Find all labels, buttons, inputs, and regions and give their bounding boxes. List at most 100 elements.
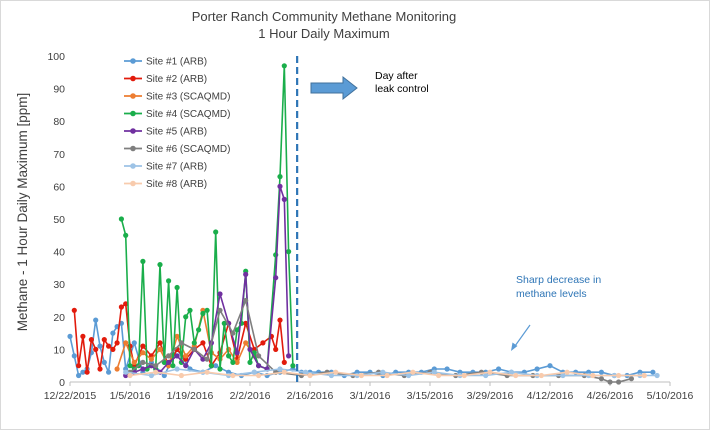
series-1-point <box>93 317 99 323</box>
series-2-point <box>93 346 99 352</box>
series-2-point <box>80 333 86 339</box>
series-4-point <box>204 307 210 313</box>
series-8-point <box>410 369 416 375</box>
legend-swatch-marker <box>130 58 136 64</box>
x-tick-label: 4/26/2016 <box>587 390 634 402</box>
series-8-point <box>513 372 519 379</box>
arrow-head-icon <box>511 342 518 351</box>
series-2-point <box>76 363 82 369</box>
x-tick-label: 4/12/2016 <box>527 390 574 402</box>
legend-swatch-marker <box>130 93 136 99</box>
series-8-point <box>230 372 236 379</box>
series-6-point <box>243 297 249 304</box>
series-5-point <box>183 363 189 369</box>
series-4-point <box>226 353 232 359</box>
legend-label: Site #1 (ARB) <box>146 57 207 68</box>
y-tick-label: 10 <box>53 344 65 356</box>
series-4-point <box>277 174 283 180</box>
series-4-point <box>157 262 163 268</box>
series-4-point <box>230 359 236 365</box>
legend-item: Site #2 (ARB) <box>124 74 207 85</box>
series-7-point <box>174 366 180 372</box>
series-5-point <box>174 353 180 359</box>
series-2-point <box>110 346 116 352</box>
x-tick-label: 1/19/2016 <box>167 390 214 402</box>
series-2-point <box>114 340 120 346</box>
series-2-point <box>123 301 129 307</box>
series-8-point <box>461 372 467 379</box>
series-6-point <box>230 330 236 336</box>
series-5-point <box>277 183 283 189</box>
series-2-point <box>118 304 124 310</box>
series-3-point <box>157 346 163 352</box>
series-1-point <box>547 363 553 369</box>
series-1-point <box>534 366 540 372</box>
series-4-point <box>174 284 180 291</box>
series-8-point <box>178 372 184 379</box>
series-8-point <box>384 372 390 379</box>
series-4-point <box>191 340 197 346</box>
y-tick-label: 40 <box>53 247 65 259</box>
series-8-point <box>127 372 133 379</box>
y-tick-label: 70 <box>53 149 65 161</box>
x-tick-label: 3/1/2016 <box>350 390 391 402</box>
y-tick-label: 0 <box>59 377 65 389</box>
series-7-point <box>251 369 257 375</box>
y-tick-label: 90 <box>53 84 65 96</box>
series-5-point <box>286 353 292 359</box>
series-5-point <box>256 363 262 369</box>
annotation-text: methane levels <box>516 288 587 300</box>
series-4-point <box>221 320 227 326</box>
legend-label: Site #2 (ARB) <box>146 74 207 85</box>
series-3-point <box>148 356 154 362</box>
series-2-point <box>281 359 287 365</box>
series-4-point <box>183 314 189 320</box>
series-2-point <box>200 340 206 346</box>
series-3-point <box>131 359 137 365</box>
series-4-point <box>247 359 253 365</box>
right-arrow-icon <box>310 75 358 101</box>
series-1-point <box>80 369 86 375</box>
series-2-point <box>140 343 146 349</box>
legend: Site #1 (ARB) Site #2 (ARB) Site #3 (SCAQM… <box>124 57 230 190</box>
series-6-point <box>166 353 172 359</box>
legend-label: Site #7 (ARB) <box>146 162 207 173</box>
series-2-point <box>243 320 249 326</box>
series-5-point <box>217 291 223 297</box>
series-6-point <box>204 356 210 362</box>
legend-swatch-marker <box>130 145 136 152</box>
series-1-point <box>213 363 219 369</box>
series-6-point <box>178 340 184 346</box>
series-2-point <box>277 317 283 323</box>
series-1-point <box>131 340 137 346</box>
annotation-text: Sharp decrease in <box>516 274 601 286</box>
series-6-point <box>256 353 262 359</box>
series-2-point <box>84 369 90 375</box>
series-8-point <box>436 372 442 379</box>
y-tick-label: 100 <box>47 51 65 63</box>
legend-label: Site #6 (SCAQMD) <box>146 144 230 155</box>
series-7-point <box>380 369 386 375</box>
series-3-point <box>174 333 180 339</box>
x-tick-label: 2/16/2016 <box>287 390 334 402</box>
series-5-point <box>247 346 253 352</box>
series-2-point <box>97 366 103 372</box>
series-8-point <box>641 372 647 379</box>
series-4-point <box>234 327 240 333</box>
series-2-point <box>101 337 107 343</box>
series-3-point <box>140 350 146 356</box>
series-3-point <box>243 340 249 346</box>
series-6-point <box>598 376 605 382</box>
series-5-line <box>125 185 290 377</box>
legend-swatch-marker <box>130 163 136 169</box>
series-2-point <box>273 346 279 352</box>
series-8-point <box>307 372 313 379</box>
series-8-point <box>590 372 596 379</box>
series-8-point <box>358 372 364 379</box>
series-1-point <box>67 333 73 339</box>
series-4-point <box>123 232 129 238</box>
series-1-point <box>444 366 450 372</box>
series-4-point <box>140 258 146 264</box>
series-7-point <box>277 366 283 372</box>
